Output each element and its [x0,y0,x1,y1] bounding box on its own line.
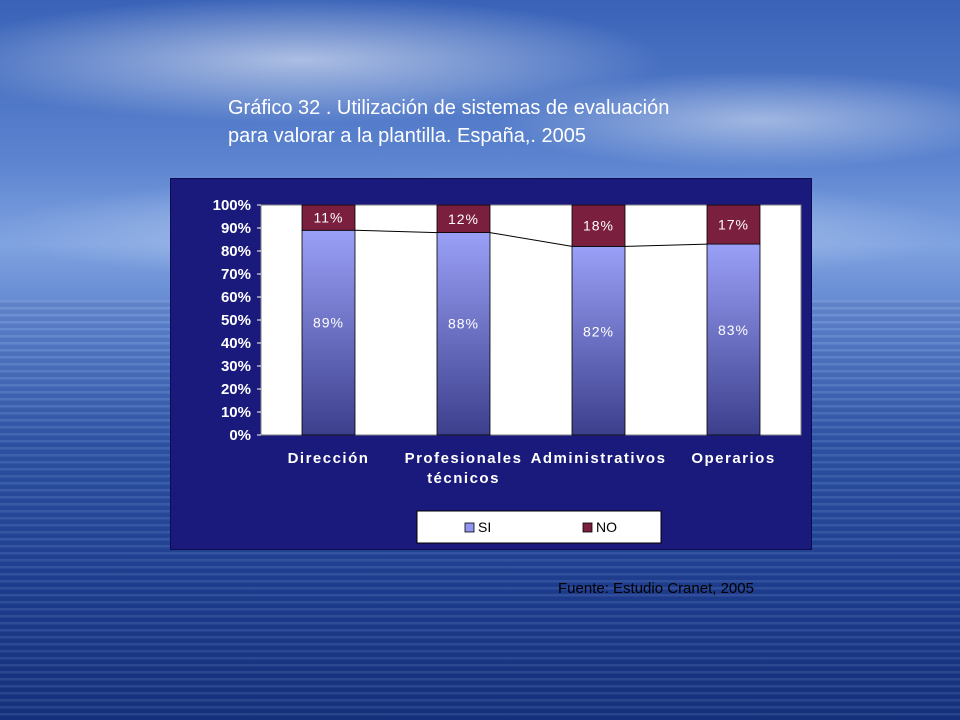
x-tick-label: Administrativos [531,450,667,467]
title-line-1: Gráfico 32 . Utilización de sistemas de … [228,97,670,119]
series-line [489,232,573,247]
series-line [354,229,438,234]
y-tick-label: 100% [213,197,251,214]
stacked-bar-chart: 0% 10% 20% 30% 40% 50% 60% 70% 80% 90% 100% 89% 11% D… [213,197,802,544]
y-tick-label: 20% [221,381,251,398]
bar-si [436,232,491,436]
data-label-no: 11% [314,210,344,226]
bar-si [571,246,626,436]
data-label-si: 88% [448,316,479,332]
chart-container: 0% 10% 20% 30% 40% 50% 60% 70% 80% 90% 100% 89% 11% D… [170,178,812,550]
legend-swatch-si [464,522,475,533]
y-tick-label: 70% [221,266,251,283]
data-label-no: 18% [583,218,614,234]
y-tick-label: 50% [221,312,251,329]
source-note: Fuente: Estudio Cranet, 2005 [558,580,754,597]
x-tick-label: Profesionales [405,450,523,467]
legend-label-si: SI [478,519,491,535]
y-tick-label: 0% [229,427,251,444]
data-label-si: 83% [718,322,749,338]
data-label-si: 82% [583,323,614,339]
x-tick-label: técnicos [427,470,500,487]
legend-label-no: NO [596,519,617,535]
title-line-2: para valorar a la plantilla. España,. 20… [228,125,587,147]
data-label-no: 12% [448,211,479,227]
bar-no [301,204,356,231]
y-tick-label: 90% [221,220,251,237]
chart-title: Gráfico 32 . Utilización de sistemas de … [228,94,788,150]
bar-no [706,204,761,245]
data-label-no: 17% [718,217,749,233]
y-tick-label: 30% [221,358,251,375]
series-line [624,243,708,247]
bar-no [436,204,491,234]
data-label-si: 89% [313,314,344,330]
bar-si [706,243,761,436]
y-tick-label: 60% [221,289,251,306]
x-tick-label: Operarios [691,450,775,467]
bar-si [301,229,356,436]
legend-swatch-no [582,522,593,533]
legend-box [416,510,662,544]
y-tick-label: 40% [221,335,251,352]
y-tick-label: 80% [221,243,251,260]
x-tick-label: Dirección [288,450,370,467]
y-tick-label: 10% [221,404,251,421]
bar-no [571,204,626,247]
